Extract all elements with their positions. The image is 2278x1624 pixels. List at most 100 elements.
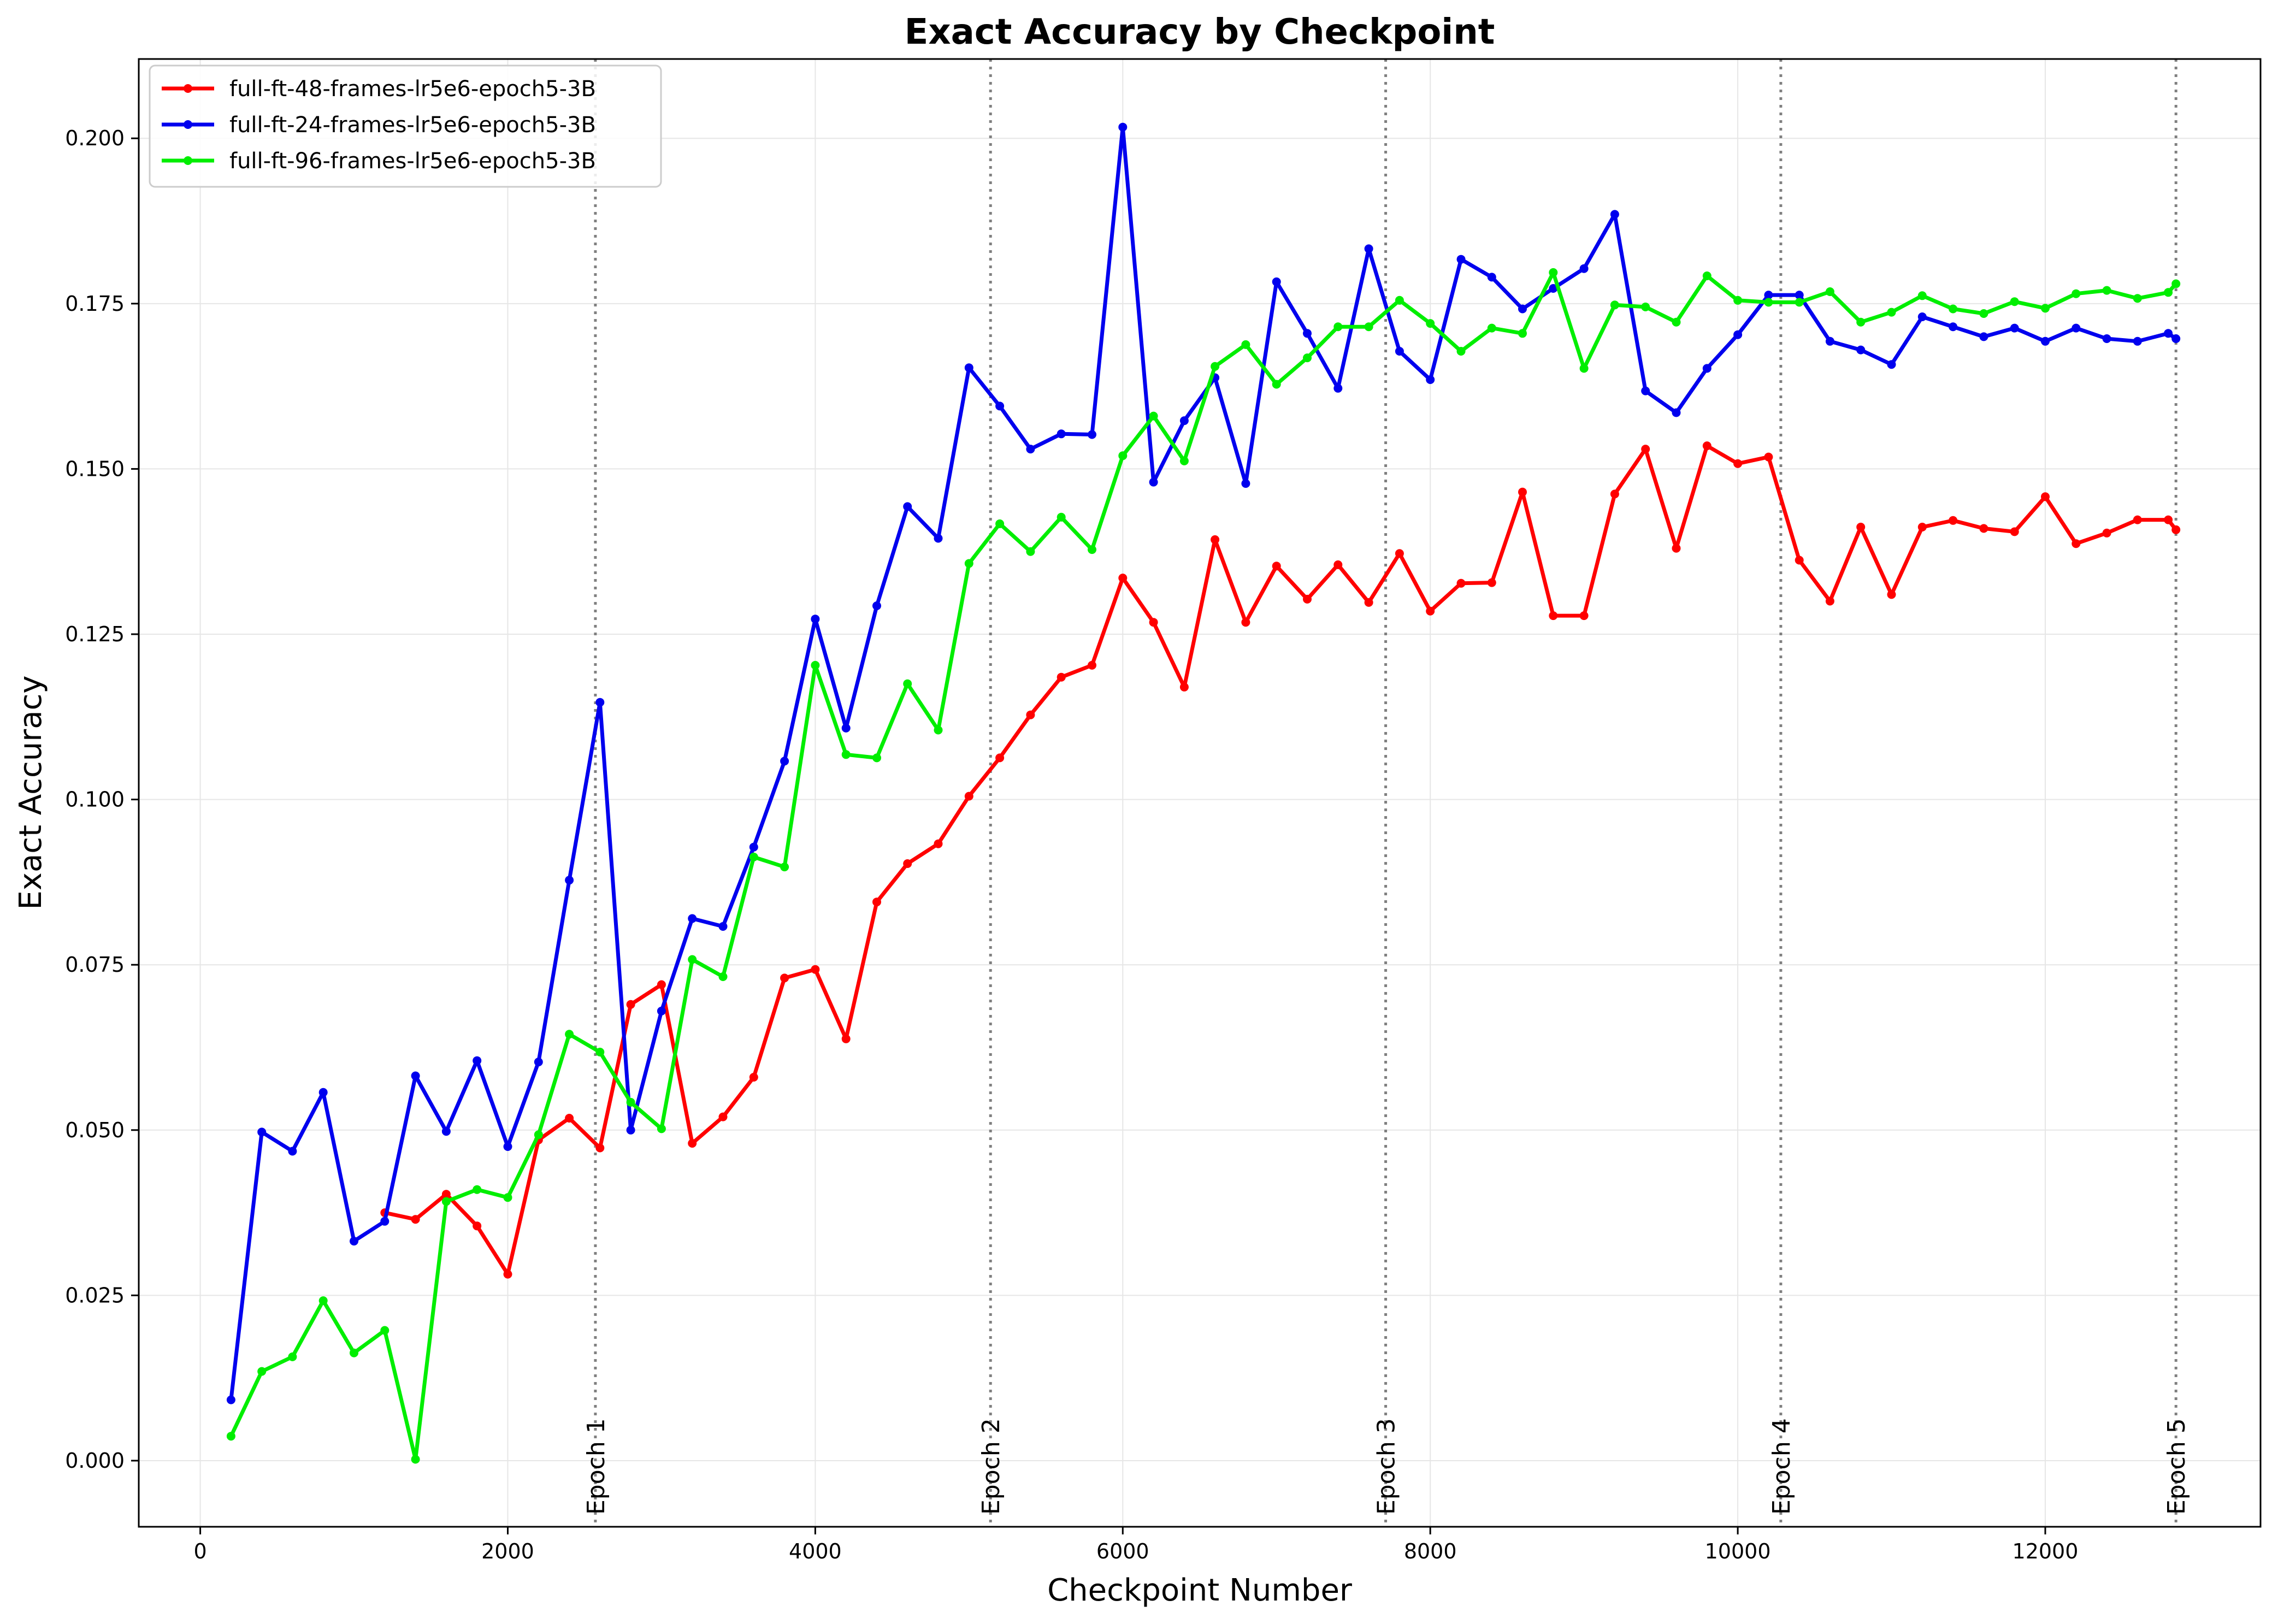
legend: full-ft-48-frames-lr5e6-epoch5-3B full-ft… <box>149 64 662 188</box>
data-point <box>1764 452 1773 462</box>
legend-item: full-ft-48-frames-lr5e6-epoch5-3B <box>162 76 596 102</box>
data-point <box>1303 594 1312 604</box>
data-point <box>1672 544 1681 553</box>
x-tick-label: 2000 <box>481 1539 534 1563</box>
data-point <box>318 1088 328 1097</box>
y-tick-label: 0.075 <box>65 953 125 977</box>
data-point <box>411 1455 420 1464</box>
data-point <box>595 698 605 707</box>
data-point <box>473 1221 482 1231</box>
data-point <box>1456 255 1466 264</box>
data-point <box>1149 477 1158 487</box>
x-tick-label: 8000 <box>1404 1539 1457 1563</box>
data-point <box>1641 302 1650 311</box>
data-point <box>1979 332 1988 341</box>
legend-marker <box>184 120 192 129</box>
data-point <box>1149 618 1158 627</box>
data-point <box>565 1114 574 1123</box>
data-point <box>626 1097 635 1107</box>
data-point <box>749 852 758 861</box>
data-point <box>441 1127 451 1136</box>
legend-label: full-ft-48-frames-lr5e6-epoch5-3B <box>229 76 596 102</box>
y-tick-label: 0.125 <box>65 622 125 646</box>
data-point <box>2102 286 2111 295</box>
data-point <box>503 1193 512 1202</box>
legend-label: full-ft-24-frames-lr5e6-epoch5-3B <box>229 113 596 138</box>
data-point <box>1917 291 1927 300</box>
data-point <box>841 723 851 733</box>
data-point <box>411 1215 420 1224</box>
data-point <box>1179 416 1189 426</box>
data-point <box>872 601 881 610</box>
series-1 <box>380 441 2181 1279</box>
data-point <box>1979 309 1988 318</box>
data-point <box>1395 296 1404 305</box>
x-tick-label: 0 <box>193 1539 206 1563</box>
data-point <box>1887 308 1896 317</box>
chart-title: Exact Accuracy by Checkpoint <box>905 12 1495 52</box>
data-point <box>1764 298 1773 307</box>
data-point <box>1949 304 1958 314</box>
data-point <box>626 1125 635 1135</box>
data-point <box>1364 598 1373 607</box>
data-point <box>1395 347 1404 356</box>
data-point <box>441 1190 451 1199</box>
data-point <box>473 1056 482 1065</box>
x-tick-label: 4000 <box>789 1539 842 1563</box>
legend-label: full-ft-96-frames-lr5e6-epoch5-3B <box>229 149 596 174</box>
data-point <box>841 1034 851 1043</box>
legend-marker <box>184 84 192 93</box>
data-point <box>1149 411 1158 421</box>
data-point <box>1426 319 1435 328</box>
data-point <box>1211 535 1220 544</box>
data-point <box>1579 264 1589 273</box>
data-point <box>1672 317 1681 327</box>
data-point <box>2010 323 2019 333</box>
data-point <box>595 1143 605 1153</box>
data-point <box>350 1348 358 1357</box>
data-point <box>1672 408 1681 417</box>
data-point <box>995 753 1005 763</box>
y-tick-label: 0.100 <box>65 788 125 812</box>
data-point <box>688 1139 697 1148</box>
data-point <box>1241 340 1250 349</box>
data-point <box>2010 527 2019 536</box>
data-point <box>1272 562 1281 571</box>
x-axis-label: Checkpoint Number <box>1047 1573 1353 1608</box>
data-point <box>1702 364 1712 373</box>
data-point <box>350 1237 358 1246</box>
series-lines <box>226 122 2181 1464</box>
data-point <box>1641 445 1650 454</box>
data-point <box>872 897 881 907</box>
y-tick-label: 0.025 <box>65 1283 125 1307</box>
data-point <box>288 1147 297 1156</box>
data-point <box>1118 574 1128 583</box>
data-point <box>1426 375 1435 384</box>
data-point <box>1211 362 1220 371</box>
data-point <box>811 965 820 974</box>
data-point <box>1733 296 1743 305</box>
epoch-label: Epoch 4 <box>1768 1418 1796 1515</box>
data-point <box>1487 323 1496 333</box>
data-point <box>1764 291 1773 300</box>
data-point <box>841 750 851 759</box>
data-point <box>1702 441 1712 451</box>
data-point <box>749 842 758 852</box>
data-point <box>226 1395 235 1404</box>
data-point <box>1549 268 1558 277</box>
data-point <box>1856 522 1866 532</box>
data-point <box>1057 429 1066 439</box>
data-point <box>1917 522 1927 532</box>
data-point <box>1026 445 1035 454</box>
legend-box <box>149 64 662 188</box>
data-point <box>2072 323 2081 333</box>
y-tick-label: 0.175 <box>65 292 125 316</box>
data-point <box>657 1124 666 1133</box>
data-point <box>2133 515 2142 524</box>
data-point <box>1518 329 1527 338</box>
data-point <box>2010 297 2019 306</box>
data-point <box>934 839 943 848</box>
data-point <box>1272 380 1281 389</box>
data-point <box>718 922 728 931</box>
